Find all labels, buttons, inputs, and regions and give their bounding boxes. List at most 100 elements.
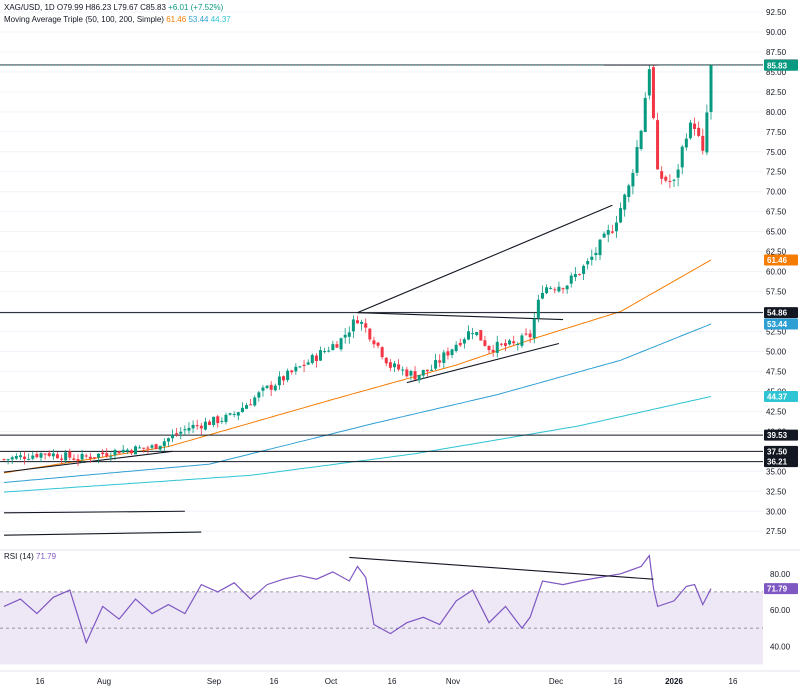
candle xyxy=(257,392,261,398)
candle xyxy=(569,275,573,284)
rsi-line xyxy=(3,554,712,645)
candles xyxy=(2,64,713,467)
price-badge-label: 39.53 xyxy=(767,431,788,440)
candle xyxy=(51,453,55,457)
candle xyxy=(224,414,228,423)
candle xyxy=(298,366,302,368)
candle xyxy=(508,340,512,345)
trendline xyxy=(357,312,564,321)
candle xyxy=(602,233,606,238)
price-tick-label: 90.00 xyxy=(766,28,787,37)
candle xyxy=(471,333,475,335)
candle xyxy=(286,370,290,380)
price-axis: 92.50 90.00 87.50 85.00 82.50 80.00 77.50 75.00… xyxy=(764,8,798,651)
candle xyxy=(179,431,183,434)
candle xyxy=(368,328,372,340)
candle xyxy=(228,413,232,415)
candle xyxy=(171,434,175,439)
candle xyxy=(536,299,540,318)
candle xyxy=(421,369,425,376)
ohlc-close: C85.83 xyxy=(140,3,166,12)
candle xyxy=(660,171,664,179)
candle xyxy=(639,130,643,149)
candle xyxy=(676,169,680,178)
rsi-badge xyxy=(764,583,798,595)
candle xyxy=(664,176,668,181)
candle xyxy=(684,138,688,148)
ohlc-high: H86.23 xyxy=(85,3,112,12)
candle xyxy=(84,455,88,457)
price-tick-label: 87.50 xyxy=(766,48,787,57)
candle xyxy=(249,404,253,406)
candle xyxy=(417,374,421,381)
candle xyxy=(434,359,438,369)
price-tick-label: 75.00 xyxy=(766,148,787,157)
candle xyxy=(216,416,220,424)
candle xyxy=(80,453,84,460)
price-badge-label: 44.37 xyxy=(767,392,788,401)
candle xyxy=(701,135,705,151)
ohlc-change: +6.01 (+7.52%) xyxy=(168,3,224,12)
candle xyxy=(31,455,35,459)
price-tick-label: 82.50 xyxy=(766,88,787,97)
price-tick-label: 30.00 xyxy=(766,507,787,516)
price-tick-label: 42.50 xyxy=(766,407,787,416)
candle xyxy=(183,429,187,431)
price-badge xyxy=(764,307,798,319)
candle xyxy=(545,287,549,294)
price-badge xyxy=(764,456,798,468)
candle xyxy=(162,441,166,447)
rsi-tick-label: 40.00 xyxy=(770,642,791,651)
candle xyxy=(413,371,417,380)
candle xyxy=(557,286,561,292)
candle xyxy=(158,445,162,450)
ma50-value: 61.46 xyxy=(166,15,187,24)
candle xyxy=(438,360,442,363)
candle xyxy=(236,412,240,416)
candle xyxy=(631,172,635,187)
candle xyxy=(191,424,195,429)
candle xyxy=(138,447,142,449)
symbol-label: XAG/USD, 1D xyxy=(4,3,55,12)
candle xyxy=(668,181,672,183)
candle xyxy=(561,288,565,290)
ma-label: Moving Average Triple (50, 100, 200, Sim… xyxy=(4,15,164,24)
candle xyxy=(97,453,101,458)
time-tick-label: 16 xyxy=(729,677,738,686)
candle xyxy=(688,122,692,139)
time-axis: 16 Aug Sep 16 Oct 16 Nov Dec 16 2026 16 xyxy=(0,670,800,686)
time-tick-label: 16 xyxy=(270,677,279,686)
candle xyxy=(516,343,520,345)
candle xyxy=(409,370,413,376)
candle xyxy=(647,69,651,96)
candle xyxy=(113,449,117,456)
candle xyxy=(125,449,129,452)
price-badge-label: 85.83 xyxy=(767,61,788,70)
ma100-line xyxy=(3,323,712,483)
price-badge-label: 54.86 xyxy=(767,309,788,318)
candle xyxy=(265,385,269,388)
candle xyxy=(479,330,483,341)
candle xyxy=(614,222,618,232)
candle xyxy=(2,459,6,461)
price-tick-label: 57.50 xyxy=(766,288,787,297)
candle xyxy=(388,362,392,368)
candle xyxy=(487,345,491,351)
ma200-value: 44.37 xyxy=(210,15,231,24)
trendlines xyxy=(0,64,763,536)
candle xyxy=(405,369,409,377)
candle xyxy=(590,256,594,260)
candle xyxy=(577,274,581,276)
candle xyxy=(651,67,655,119)
trendline xyxy=(3,510,185,514)
candle xyxy=(199,425,203,429)
ma100-value: 53.44 xyxy=(188,15,209,24)
ma-legend: Moving Average Triple (50, 100, 200, Sim… xyxy=(4,15,231,24)
price-tick-label: 47.50 xyxy=(766,367,787,376)
price-tick-label: 50.00 xyxy=(766,347,787,356)
candle xyxy=(195,425,199,427)
candle xyxy=(306,362,310,365)
candle xyxy=(277,376,281,386)
price-badge xyxy=(764,318,798,330)
